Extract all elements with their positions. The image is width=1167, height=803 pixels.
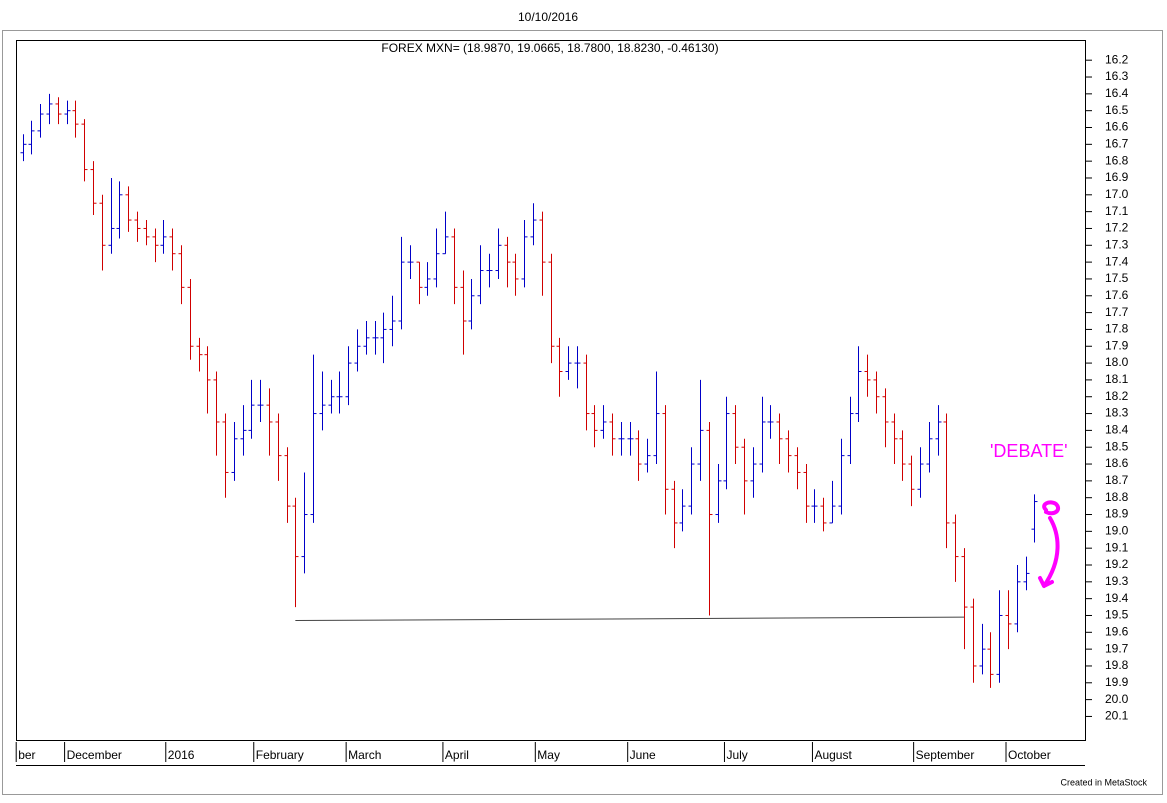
y-tick-label: 19.4 [1105,591,1129,605]
y-tick-label: 18.2 [1105,389,1129,403]
y-tick-label: 18.7 [1105,473,1129,487]
x-tick-label: July [726,748,747,762]
y-tick-label: 19.6 [1105,624,1129,638]
y-tick-label: 18.1 [1105,372,1129,386]
y-tick-label: 17.0 [1105,187,1129,201]
y-tick-label: 16.4 [1105,86,1129,100]
x-tick-label: October [1008,748,1051,762]
plot-frame [16,40,1086,741]
y-tick-label: 16.2 [1105,52,1129,66]
y-tick-label: 20.0 [1105,692,1129,706]
x-tick-label: September [916,748,975,762]
y-tick-label: 18.8 [1105,490,1129,504]
y-tick-label: 17.6 [1105,288,1129,302]
footer: Created in MetaStock [1060,777,1147,787]
y-tick-label: 19.1 [1105,540,1129,554]
y-tick-label: 19.3 [1105,574,1129,588]
y-tick-label: 16.6 [1105,120,1129,134]
y-tick-label: 17.5 [1105,271,1129,285]
y-tick-label: 17.8 [1105,322,1129,336]
y-tick-label: 19.0 [1105,524,1129,538]
annotation-arrow [1038,500,1061,588]
y-tick-label: 17.3 [1105,237,1129,251]
y-tick-label: 19.2 [1105,557,1129,571]
x-tick-label: March [348,748,381,762]
annotation: 'DEBATE' [990,441,1068,461]
chart-subtitle: FOREX MXN= (18.9870, 19.0665, 18.7800, 1… [381,41,718,55]
x-tick-label: December [67,748,122,762]
y-tick-label: 16.7 [1105,136,1129,150]
y-tick-label: 19.5 [1105,608,1129,622]
y-tick-label: 20.1 [1105,709,1129,723]
y-tick-label: 16.9 [1105,170,1129,184]
x-tick-label: 2016 [168,748,195,762]
x-tick-label: May [537,748,560,762]
y-tick-label: 17.1 [1105,204,1129,218]
chart-title: 10/10/2016 [518,10,578,24]
y-tick-label: 19.9 [1105,675,1129,689]
x-tick-label: August [814,748,852,762]
y-tick-label: 19.8 [1105,658,1129,672]
outer-frame [2,30,1163,795]
y-tick-label: 17.4 [1105,254,1129,268]
x-tick-label: ber [18,748,35,762]
y-tick-label: 16.5 [1105,103,1129,117]
y-tick-label: 17.9 [1105,338,1129,352]
y-tick-label: 19.7 [1105,641,1129,655]
y-tick-label: 18.4 [1105,423,1129,437]
trendline [295,616,965,622]
y-tick-label: 18.0 [1105,355,1129,369]
y-tick-label: 18.5 [1105,439,1129,453]
y-tick-label: 18.3 [1105,406,1129,420]
x-tick-label: February [256,748,304,762]
x-tick-label: June [630,748,656,762]
y-tick-label: 16.3 [1105,69,1129,83]
y-tick-label: 18.6 [1105,456,1129,470]
y-tick-label: 17.2 [1105,221,1129,235]
y-tick-label: 18.9 [1105,507,1129,521]
x-tick-label: April [445,748,469,762]
y-tick-label: 16.8 [1105,153,1129,167]
y-tick-label: 17.7 [1105,305,1129,319]
